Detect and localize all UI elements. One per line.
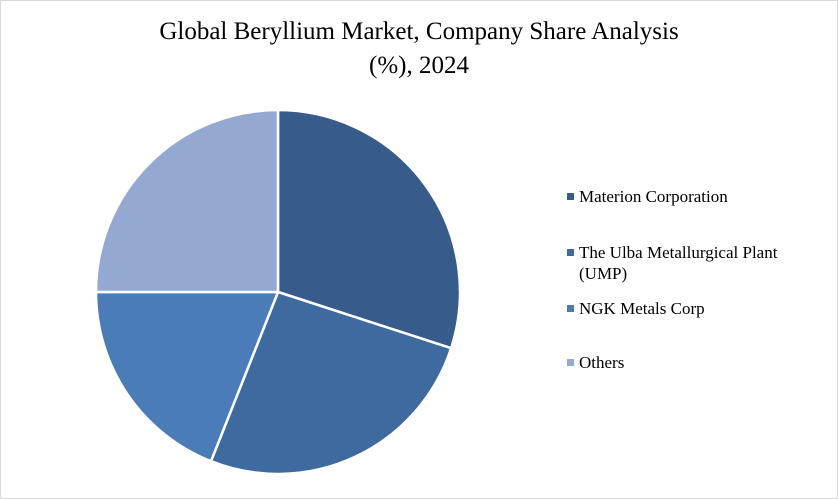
pie-slice [94, 108, 280, 294]
legend-swatch [567, 249, 574, 256]
legend-swatch [567, 305, 574, 312]
pie-slice [276, 108, 462, 350]
legend-item: Others [567, 352, 819, 373]
legend-label: Others [579, 353, 625, 372]
legend-label: Materion Corporation [579, 187, 728, 206]
legend-item: The Ulba Metallurgical Plant (UMP) [567, 242, 819, 284]
pie-slice [94, 290, 280, 463]
legend-swatch [567, 193, 574, 200]
legend-label: NGK Metals Corp [579, 299, 705, 318]
pie-slice [209, 290, 453, 476]
chart-title-line-1: Global Beryllium Market, Company Share A… [159, 18, 679, 45]
legend-item: Materion Corporation [567, 186, 819, 207]
legend-swatch [567, 359, 574, 366]
legend-label: The Ulba Metallurgical Plant (UMP) [579, 243, 778, 283]
legend-item: NGK Metals Corp [567, 298, 819, 319]
chart-title: Global Beryllium Market, Company Share A… [1, 15, 837, 83]
chart-title-line-2: (%), 2024 [369, 52, 469, 79]
